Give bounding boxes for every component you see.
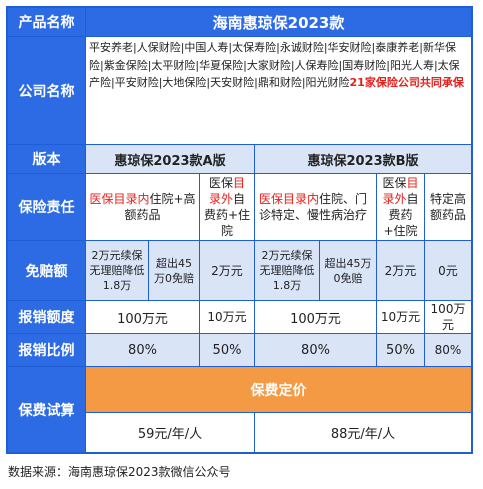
deductible-b1: 2万元续保无理赔降低1.8万 [255,241,320,301]
coverage-b2: 医保目录外自费药+住院 [377,174,425,241]
coverage-b1: 医保目录内住院、门诊特定、慢性病治疗 [255,174,377,241]
price-a: 59元/年/人 [86,413,255,452]
limit-b2: 10万元 [377,301,425,334]
price-b: 88元/年/人 [255,413,471,452]
coverage-a1: 医保目录内住院+高额药品 [86,174,200,241]
deductible-b4: 0元 [425,241,471,301]
limit-label: 报销额度 [8,301,86,334]
ratio-a1: 80% [86,334,200,367]
ratio-b3: 80% [425,334,471,367]
company-label: 公司名称 [8,37,86,145]
limit-a2: 10万元 [200,301,255,334]
version-label: 版本 [8,145,86,174]
deductible-a2: 超出45万0免赔 [149,241,200,301]
deductible-a1: 2万元续保无理赔降低1.8万 [86,241,149,301]
coverage-b1-text: 住院、门诊特定、慢性病治疗 [259,192,368,222]
deductible-b2: 超出45万0免赔 [320,241,377,301]
coverage-a2-text: 自费药+住院 [203,192,251,238]
product-name-label: 产品名称 [8,8,86,37]
product-title: 海南惠琼保2023款 [86,8,471,37]
coverage-b2-highlight: 目录外 [382,176,419,206]
price-heading: 保费定价 [86,367,471,413]
version-b: 惠琼保2023款B版 [255,145,471,174]
deductible-b3: 2万元 [377,241,425,301]
coverage-a1-highlight: 医保目录内 [89,192,150,206]
deductible-a3: 2万元 [200,241,255,301]
comparison-table: 产品名称 海南惠琼保2023款 公司名称 平安养老|人保财险|中国人寿|太保寿险… [6,6,473,454]
price-label: 保费试算 [8,367,86,452]
data-source: 数据来源：海南惠琼保2023款微信公众号 [8,465,231,479]
ratio-label: 报销比例 [8,334,86,367]
coverage-a1-text: 住院+高额药品 [124,192,196,222]
ratio-b1: 80% [255,334,377,367]
company-names: 平安养老|人保财险|中国人寿|太保寿险|永诚财险|华安财险|泰康养老|新华保险|… [89,41,460,89]
deductible-label: 免赔额 [8,241,86,301]
coverage-b1-highlight: 医保目录内 [259,192,320,206]
coverage-a2-highlight: 目录外 [208,176,246,206]
coverage-b2-text: 自费药+住院 [383,192,419,238]
coverage-a2-prefix: 医保 [208,176,233,190]
company-list: 平安养老|人保财险|中国人寿|太保寿险|永诚财险|华安财险|泰康养老|新华保险|… [86,37,471,145]
coverage-b2-prefix: 医保 [382,176,407,190]
ratio-b2: 50% [377,334,425,367]
ratio-a2: 50% [200,334,255,367]
company-highlight: 21家保险公司共同承保 [349,76,464,89]
coverage-b3: 特定高额药品 [425,174,471,241]
limit-a1: 100万元 [86,301,200,334]
coverage-a2: 医保目录外自费药+住院 [200,174,255,241]
coverage-label: 保险责任 [8,174,86,241]
limit-b3: 100万元 [425,301,471,334]
version-a: 惠琼保2023款A版 [86,145,255,174]
limit-b1: 100万元 [255,301,377,334]
